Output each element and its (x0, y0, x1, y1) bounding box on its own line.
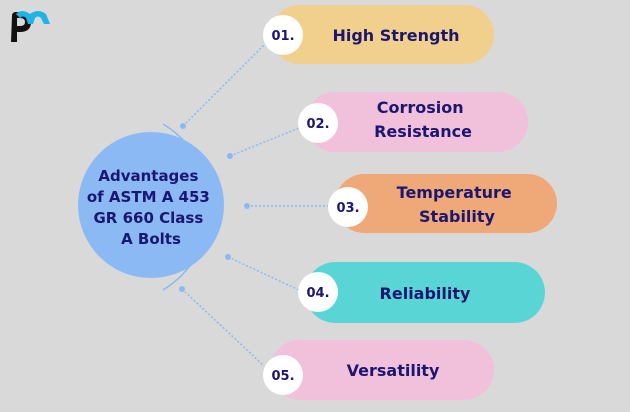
svg-text:Temperature Stability: Temperature Stability (397, 183, 518, 226)
item-05: 05. Versatility (263, 340, 494, 400)
center-line: A Bolts (121, 230, 181, 248)
item-number: 04. (306, 286, 329, 301)
item-label: Versatility (347, 361, 440, 380)
center-node: Advantages of ASTM A 453 GR 660 Class A … (78, 132, 224, 278)
connector-dots (179, 123, 250, 292)
svg-text:Advantages of ASTM A 453: Advantages of ASTM A 453 GR 660 Class A … (87, 167, 215, 248)
item-label: High Strength (332, 26, 459, 45)
svg-text:Corrosion Resistance: Corrosion Resistance (374, 98, 472, 141)
logo (11, 11, 50, 42)
item-03: 03. Temperature Stability (328, 174, 557, 233)
item-label: Stability (419, 207, 496, 226)
item-04: 04. Reliability (298, 262, 545, 323)
center-line: GR 660 Class (94, 209, 204, 227)
item-number: 01. (271, 29, 294, 44)
item-label: Reliability (380, 284, 471, 303)
item-label: Temperature (397, 183, 512, 202)
item-number: 03. (336, 201, 359, 216)
item-02: 02. Corrosion Resistance (298, 92, 528, 152)
item-label: Corrosion (377, 98, 464, 117)
item-number: 05. (271, 369, 294, 384)
center-line: Advantages (98, 167, 198, 185)
item-label: Resistance (374, 122, 472, 141)
center-line: of ASTM A 453 (87, 188, 210, 206)
item-number: 02. (306, 117, 329, 132)
item-01: 01. High Strength (263, 5, 494, 64)
